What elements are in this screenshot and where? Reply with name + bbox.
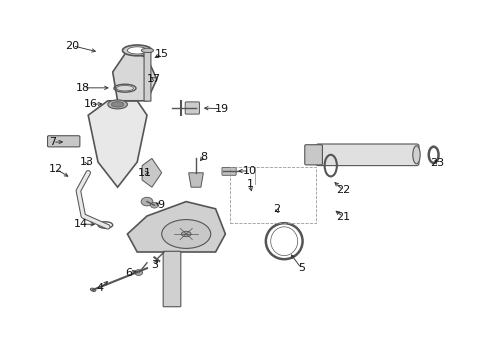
Text: 4: 4: [97, 283, 104, 293]
Text: 5: 5: [298, 263, 305, 273]
Text: 22: 22: [336, 185, 350, 195]
Ellipse shape: [141, 48, 154, 53]
Text: 23: 23: [431, 158, 444, 168]
Text: 12: 12: [49, 164, 63, 174]
FancyBboxPatch shape: [144, 50, 151, 101]
Text: 18: 18: [76, 83, 90, 93]
Text: 3: 3: [151, 260, 158, 270]
Ellipse shape: [122, 45, 152, 56]
Text: 1: 1: [246, 179, 253, 189]
Text: 16: 16: [84, 99, 98, 109]
Text: 14: 14: [74, 219, 88, 229]
FancyBboxPatch shape: [48, 136, 80, 147]
Ellipse shape: [181, 231, 191, 237]
Ellipse shape: [111, 102, 123, 107]
Polygon shape: [113, 50, 157, 101]
FancyBboxPatch shape: [185, 102, 199, 114]
Text: 13: 13: [80, 157, 94, 167]
Ellipse shape: [127, 47, 147, 54]
Text: 10: 10: [243, 166, 257, 176]
Text: 15: 15: [155, 49, 169, 59]
Text: 20: 20: [66, 41, 79, 51]
Polygon shape: [142, 158, 162, 187]
FancyBboxPatch shape: [305, 145, 322, 165]
Text: 17: 17: [147, 74, 161, 84]
Ellipse shape: [413, 146, 420, 164]
Text: 6: 6: [125, 267, 132, 278]
Polygon shape: [88, 101, 147, 187]
Text: 9: 9: [157, 200, 164, 210]
Polygon shape: [189, 173, 203, 187]
FancyBboxPatch shape: [163, 251, 181, 307]
Ellipse shape: [162, 220, 211, 248]
FancyBboxPatch shape: [222, 167, 236, 175]
Text: 11: 11: [138, 168, 151, 178]
Text: 7: 7: [49, 137, 56, 147]
Text: 21: 21: [336, 212, 350, 222]
Text: 8: 8: [200, 152, 207, 162]
Text: 2: 2: [273, 204, 280, 214]
Circle shape: [150, 202, 158, 208]
Ellipse shape: [90, 288, 96, 292]
FancyBboxPatch shape: [316, 144, 419, 166]
Circle shape: [135, 270, 143, 275]
Text: 19: 19: [215, 104, 228, 114]
Polygon shape: [127, 202, 225, 252]
Ellipse shape: [108, 100, 127, 109]
Circle shape: [141, 197, 153, 206]
